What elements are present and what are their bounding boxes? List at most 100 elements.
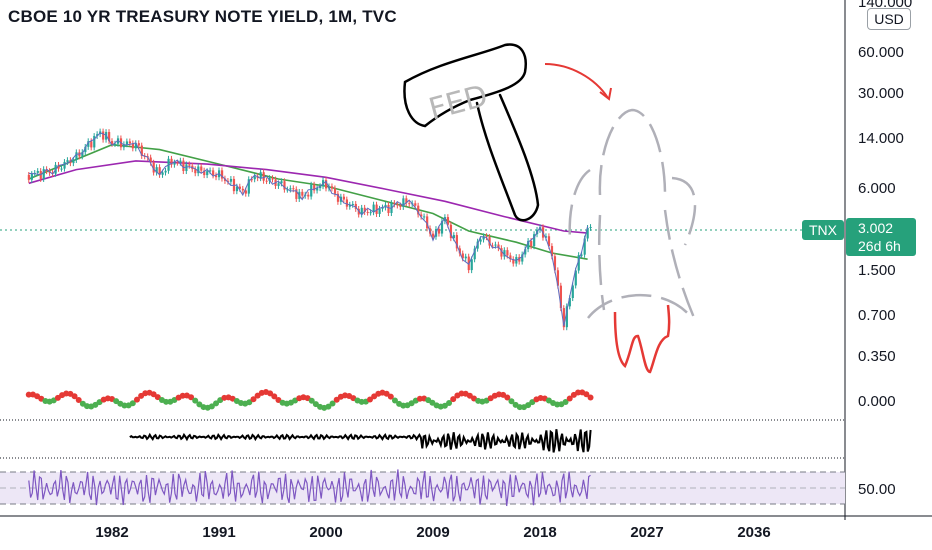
- candle-body: [229, 178, 233, 182]
- candle-body: [250, 179, 253, 181]
- candle-body: [402, 198, 405, 207]
- candle-body: [90, 141, 93, 148]
- candle-body: [375, 204, 378, 214]
- oscillator-dot: [246, 399, 253, 406]
- candle-body: [280, 181, 283, 184]
- candle-body: [42, 169, 45, 179]
- candle-body: [209, 170, 212, 172]
- y-axis-ticks: 140.000 60.000 30.000 14.000 6.000 1.500 0.700…: [858, 0, 912, 498]
- candle-body: [530, 240, 533, 247]
- oscillator-dot: [129, 400, 136, 407]
- oscillator-group: [25, 389, 594, 411]
- candle-body: [544, 236, 548, 238]
- arrow-curve: [544, 63, 609, 99]
- oscillator-dot: [562, 399, 569, 406]
- last-price-tag: 3.002 26d 6h: [846, 218, 916, 256]
- candle-body: [307, 194, 310, 197]
- candle-body: [295, 189, 298, 199]
- candle-body: [458, 248, 461, 254]
- candle-body: [348, 204, 351, 207]
- candle-body: [247, 179, 250, 194]
- candle-body: [125, 141, 129, 145]
- y-tick-label: 140.000: [858, 0, 912, 11]
- candle-body: [253, 176, 256, 180]
- currency-selector[interactable]: USD: [867, 8, 911, 30]
- candle-body: [506, 250, 509, 256]
- hammer-handle: [475, 93, 540, 222]
- oscillator-dot: [583, 391, 590, 398]
- rocket-flame: [613, 304, 671, 374]
- oscillator-dot: [133, 396, 140, 403]
- candle-body: [408, 203, 411, 205]
- oscillator-dot: [566, 395, 573, 402]
- x-axis-ticks: 1982 1991 2000 2009 2018 2027 2036: [95, 524, 770, 541]
- candle-body: [333, 188, 337, 194]
- oscillator-dot: [366, 396, 373, 403]
- symbol-tag: TNX: [802, 220, 844, 240]
- candle-body: [384, 204, 387, 208]
- hammer-drawing: [403, 43, 540, 222]
- rocket-right-side: [663, 209, 697, 321]
- candle-body: [342, 196, 346, 200]
- candle-body: [589, 226, 592, 228]
- candle-body: [75, 152, 78, 160]
- oscillator-dot: [516, 404, 523, 411]
- candle-body: [512, 259, 515, 264]
- candle-body: [215, 175, 218, 178]
- candle-body: [131, 143, 135, 149]
- candle-body: [277, 183, 280, 186]
- candle-body: [556, 270, 560, 286]
- candle-body: [200, 166, 203, 171]
- x-tick-label: 1982: [95, 524, 128, 541]
- oscillator-dot: [504, 394, 511, 401]
- candle-body: [387, 204, 390, 214]
- candle-body: [423, 216, 426, 218]
- x-tick-label: 1991: [202, 524, 235, 541]
- candle-body: [565, 306, 568, 328]
- candle-body: [188, 164, 191, 166]
- candle-body: [509, 255, 512, 260]
- candle-body: [524, 249, 527, 255]
- candle-body: [336, 193, 340, 202]
- candle-body: [164, 170, 167, 173]
- oscillator-dot: [208, 403, 215, 410]
- candle-body: [176, 162, 179, 164]
- candle-body: [45, 169, 48, 172]
- candle-body: [452, 235, 456, 239]
- candle-body: [292, 188, 295, 190]
- candle-body: [262, 172, 265, 181]
- rocket-body: [598, 108, 667, 196]
- y-tick-label: 30.000: [858, 85, 904, 102]
- candle-body: [393, 202, 396, 205]
- candle-body: [378, 208, 381, 214]
- candle-body: [36, 170, 39, 173]
- candle-body: [286, 189, 289, 191]
- oscillator-dot: [391, 397, 398, 404]
- candle-body: [527, 240, 530, 250]
- candle-body: [134, 143, 137, 149]
- candle-body: [57, 164, 60, 169]
- candle-body: [479, 239, 482, 242]
- candle-body: [182, 160, 185, 172]
- candle-body: [173, 162, 176, 165]
- candle-body: [60, 168, 63, 170]
- candle-body: [319, 186, 322, 189]
- candle-body: [194, 169, 197, 174]
- x-tick-label: 2009: [416, 524, 449, 541]
- x-tick-label: 2018: [523, 524, 556, 541]
- candle-body: [265, 180, 268, 182]
- main-series-group: [28, 143, 588, 260]
- candle-body: [316, 188, 319, 191]
- candle-body: [363, 207, 366, 212]
- candle-body: [158, 167, 161, 175]
- y-tick-label: 50.00: [858, 481, 896, 498]
- candle-body: [289, 188, 292, 190]
- candle-body: [432, 233, 435, 237]
- candle-body: [161, 172, 164, 175]
- candle-body: [235, 186, 239, 192]
- oscillator-dot: [450, 396, 457, 403]
- oscillator-dot: [154, 394, 161, 401]
- chart-title: CBOE 10 YR TREASURY NOTE YIELD, 1M, TVC: [8, 7, 397, 26]
- candle-body: [559, 285, 563, 309]
- candle-body: [426, 216, 429, 229]
